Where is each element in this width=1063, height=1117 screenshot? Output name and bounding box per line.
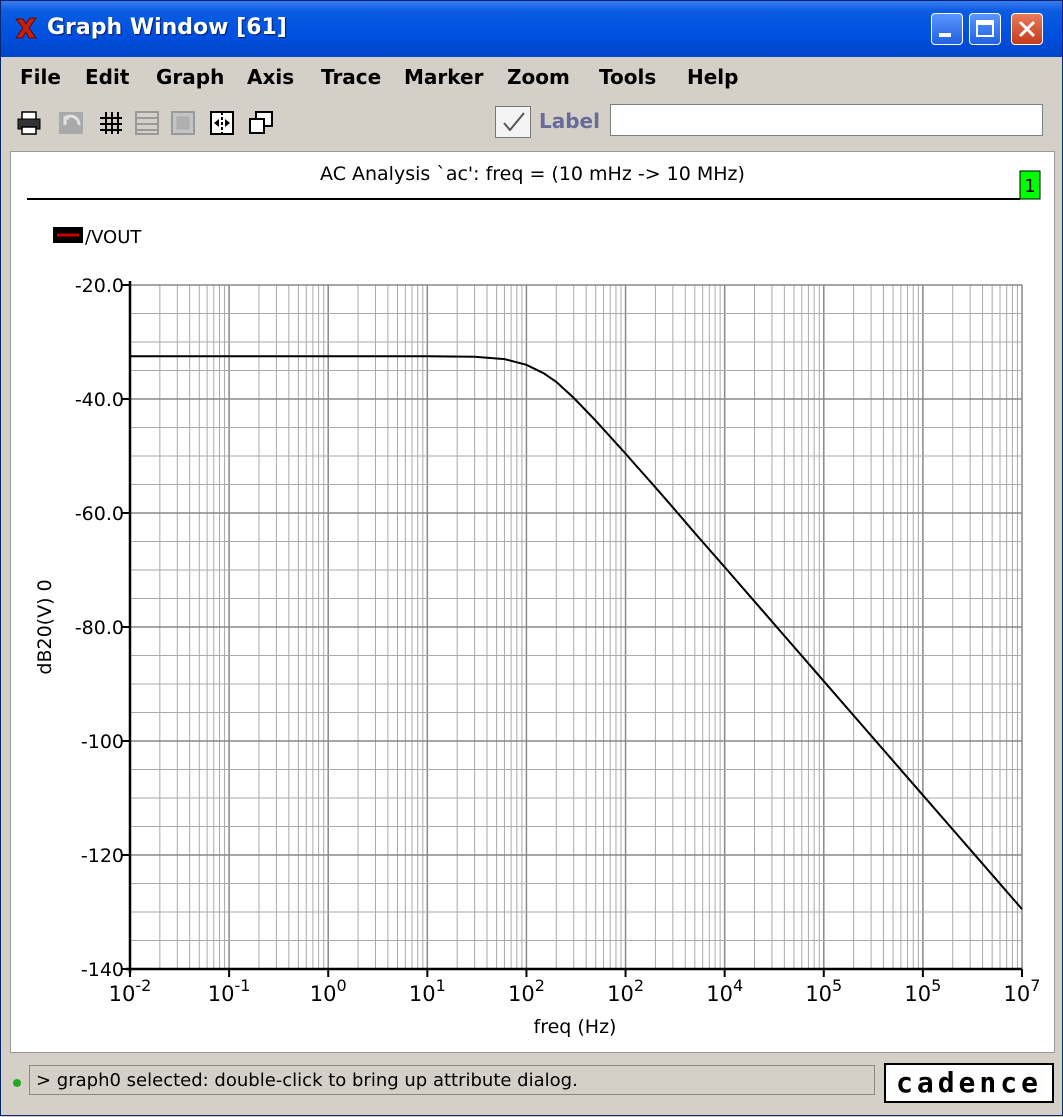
title-bar[interactable]: Graph Window [61]	[1, 1, 1062, 57]
analysis-title: AC Analysis `ac': freq = (10 mHz -> 10 M…	[320, 163, 745, 185]
menu-edit[interactable]: Edit	[85, 65, 130, 89]
cadence-x-icon	[14, 17, 37, 39]
menu-tools[interactable]: Tools	[599, 65, 657, 89]
label-checkbox[interactable]	[495, 106, 531, 138]
label-checkbox-text: Label	[539, 109, 600, 133]
toolbar	[1, 99, 1062, 147]
minimize-button[interactable]	[931, 13, 963, 45]
menu-graph[interactable]: Graph	[156, 65, 225, 89]
subwindow-icon[interactable]	[247, 109, 275, 137]
menu-trace[interactable]: Trace	[321, 65, 382, 89]
print-icon[interactable]	[15, 109, 43, 137]
window-title: Graph Window [61]	[47, 15, 287, 40]
maximize-button[interactable]	[969, 13, 1001, 45]
menu-zoom[interactable]: Zoom	[507, 65, 570, 89]
menu-bar: File Edit Graph Axis Trace Marker Zoom T…	[1, 59, 1062, 95]
menu-marker[interactable]: Marker	[404, 65, 484, 89]
close-icon	[1018, 20, 1036, 38]
split-icon[interactable]	[208, 109, 236, 137]
menu-file[interactable]: File	[20, 65, 61, 89]
cadence-logo: cadence	[884, 1063, 1054, 1103]
menu-axis[interactable]: Axis	[247, 65, 295, 89]
status-message: > graph0 selected: double-click to bring…	[29, 1065, 875, 1095]
minimize-icon	[939, 33, 951, 37]
checkmark-icon	[503, 112, 525, 132]
close-button[interactable]	[1011, 13, 1043, 45]
frame-icon[interactable]	[169, 109, 197, 137]
maximize-icon	[976, 20, 994, 37]
menu-help[interactable]: Help	[687, 65, 739, 89]
status-dot-icon	[13, 1079, 21, 1087]
strip-icon[interactable]	[133, 109, 161, 137]
grid-icon[interactable]	[97, 109, 125, 137]
label-input[interactable]	[610, 104, 1043, 136]
undo-icon[interactable]	[57, 109, 85, 137]
graph-canvas[interactable]	[10, 151, 1055, 1053]
